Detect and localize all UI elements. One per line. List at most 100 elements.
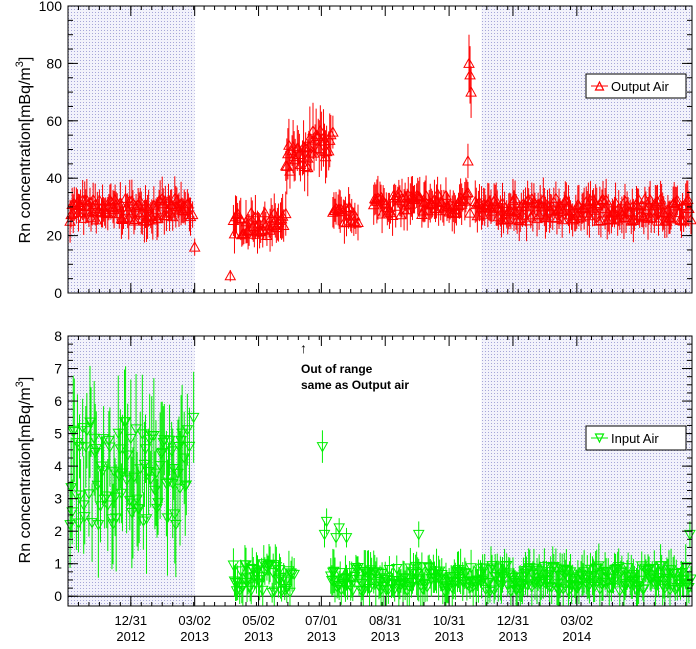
data-point (124, 433, 137, 445)
data-point (595, 214, 607, 225)
data-point (602, 567, 615, 579)
data-point (140, 514, 153, 525)
data-point (621, 199, 633, 210)
data-point (503, 570, 516, 581)
data-point (497, 571, 510, 583)
data-point (472, 197, 485, 208)
y-tick-label: 20 (46, 228, 62, 244)
data-point (186, 208, 199, 220)
data-point (100, 491, 113, 503)
data-point (334, 568, 347, 579)
y-tick-label: 0 (54, 285, 62, 301)
panel-input-air: 01234567812/31201203/02201305/02201307/0… (54, 328, 696, 644)
data-point (652, 215, 665, 226)
data-point (73, 441, 86, 453)
data-point (276, 210, 289, 221)
data-point (520, 214, 533, 226)
data-point (236, 582, 249, 593)
data-point (588, 581, 601, 593)
data-point (243, 223, 255, 235)
shaded-period (68, 6, 195, 293)
legend-label: Input Air (611, 431, 659, 446)
data-point (463, 57, 475, 68)
data-point (144, 474, 157, 486)
panel-output-air: 0 20 40 60 80 100 Output Air (39, 0, 696, 301)
data-point (421, 582, 433, 593)
data-point (559, 194, 572, 205)
data-point (404, 563, 417, 575)
data-point (110, 513, 123, 524)
data-point (319, 150, 332, 162)
y-tick-label: 80 (46, 55, 62, 71)
data-point (590, 199, 603, 210)
y-tick-label: 6 (54, 393, 62, 409)
data-point (77, 500, 90, 511)
x-tick-label: 08/31 (369, 613, 402, 628)
data-point (258, 206, 271, 218)
data-layer (64, 34, 696, 282)
data-point (172, 200, 184, 211)
annotation-arrow: ↑ (300, 340, 307, 356)
data-point (256, 585, 269, 597)
data-point (671, 194, 684, 205)
data-point (180, 480, 193, 492)
data-point (651, 195, 664, 207)
data-point (74, 490, 87, 502)
data-point (521, 580, 534, 592)
x-tick-label: 03/02 (561, 613, 594, 628)
data-point (78, 512, 91, 523)
legend-marker (594, 433, 605, 444)
data-point (279, 576, 292, 588)
data-point (224, 269, 237, 281)
data-point (79, 442, 92, 453)
data-point (462, 154, 474, 166)
x-tick-label: 03/02 (178, 613, 211, 628)
data-point (121, 450, 134, 462)
data-point (97, 434, 110, 445)
annotation-line-1: Out of range (301, 362, 373, 376)
data-point (528, 563, 540, 575)
data-point (151, 503, 163, 515)
data-point (83, 489, 95, 500)
data-point (122, 212, 135, 223)
legend-label: Output Air (611, 79, 669, 94)
y-tick-label: 60 (46, 113, 62, 129)
data-point (388, 191, 401, 203)
legend: Input Air (585, 425, 687, 451)
data-point (92, 205, 105, 217)
data-point (516, 208, 529, 220)
y-axis-label-bottom: Rn concentration[mBq/m3] (14, 377, 34, 564)
data-point (550, 192, 562, 203)
data-point (139, 444, 152, 455)
x-tick-label: 2013 (180, 629, 209, 644)
x-tick-label: 05/02 (242, 613, 275, 628)
shading (68, 6, 692, 293)
data-point (130, 424, 142, 435)
data-point (104, 442, 116, 454)
data-point (183, 441, 196, 453)
data-point (284, 587, 296, 599)
data-point (387, 575, 400, 587)
data-point (637, 584, 650, 595)
data-point (461, 187, 473, 198)
data-point (419, 195, 431, 206)
data-point (314, 124, 327, 136)
data-point (94, 501, 107, 512)
x-tick-label: 2013 (244, 629, 273, 644)
data-point (85, 417, 97, 429)
data-point (268, 586, 281, 598)
x-tick-label: 10/31 (433, 613, 466, 628)
data-point (449, 203, 462, 214)
data-point (174, 483, 186, 495)
data-point (534, 197, 547, 209)
data-point (632, 193, 645, 205)
data-point (583, 209, 596, 221)
data-point (327, 126, 339, 137)
data-point (134, 194, 147, 206)
data-point (279, 207, 292, 219)
data-point (352, 216, 364, 228)
data-point (129, 213, 141, 225)
data-point (86, 205, 98, 216)
data-point (639, 192, 651, 204)
data-point (412, 529, 425, 541)
